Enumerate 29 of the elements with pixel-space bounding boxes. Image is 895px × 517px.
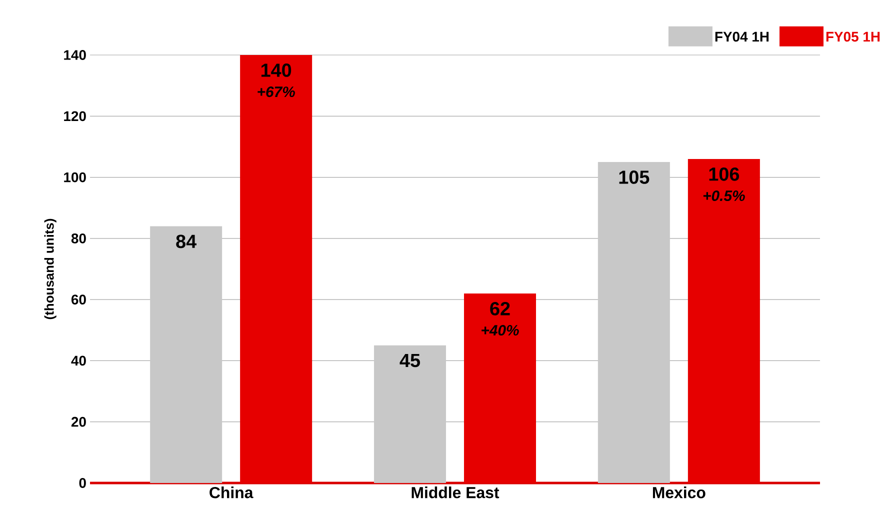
y-tick-label: 0 (79, 478, 86, 488)
data-label: 105 (619, 170, 650, 184)
x-tick-label: Middle East (412, 486, 500, 498)
x-tick-label: China (210, 486, 254, 498)
y-tick-label: 100 (64, 172, 86, 182)
y-tick-label: 40 (71, 356, 86, 366)
data-label: 45 (400, 354, 420, 368)
annotation: +0.5% (703, 190, 745, 202)
y-axis-title: (thousand units) (44, 218, 56, 320)
bar (240, 54, 312, 483)
data-label: 62 (490, 302, 510, 316)
y-tick-label: 120 (64, 111, 86, 122)
y-tick-label: 20 (71, 416, 86, 427)
bar (688, 158, 760, 483)
legend-label: FY04 1H (715, 32, 769, 42)
data-label: 106 (709, 167, 740, 181)
bar (374, 345, 446, 483)
data-label: 140 (261, 64, 292, 77)
y-tick-label: 140 (64, 50, 86, 60)
y-tick-label: 60 (71, 294, 86, 305)
y-tick-label: 80 (71, 233, 86, 244)
bar (150, 226, 222, 483)
bar (464, 293, 536, 483)
x-tick-label: Mexico (652, 486, 706, 498)
data-label: 84 (176, 234, 196, 248)
annotation: +40% (482, 324, 519, 336)
legend-label: FY05 1H (826, 32, 880, 42)
annotation: +67% (258, 86, 295, 98)
bar (598, 162, 670, 483)
